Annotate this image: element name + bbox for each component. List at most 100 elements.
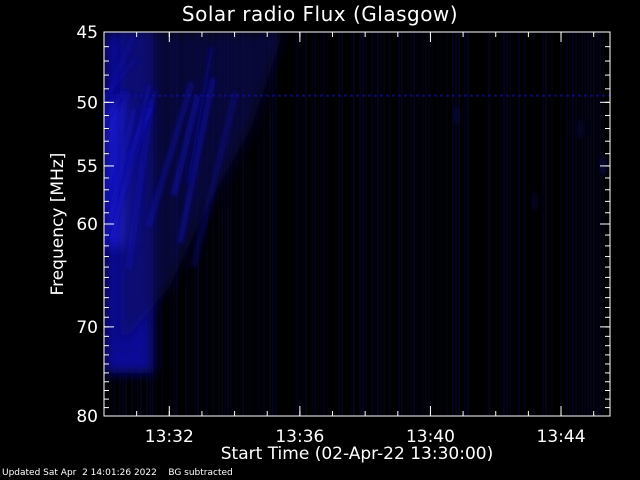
noise-streak [518, 32, 520, 416]
burst-filament [170, 95, 201, 197]
noise-streak [575, 32, 577, 416]
y-tick-label: 70 [76, 318, 98, 338]
noise-streak [275, 32, 277, 416]
x-tick-label: 13:44 [537, 427, 586, 447]
noise-streak [509, 32, 511, 416]
noise-streak [245, 32, 247, 416]
noise-streak [593, 32, 595, 416]
noise-streak [524, 32, 526, 416]
noise-streak [503, 32, 505, 416]
noise-streak [272, 32, 274, 416]
y-axis-label: Frequency [MHz] [48, 152, 68, 296]
noise-streak [248, 32, 250, 416]
noise-streak [512, 32, 514, 416]
noise-streak [374, 32, 376, 416]
noise-streak [230, 32, 232, 416]
footer-status: Updated Sat Apr 2 14:01:26 2022 BG subtr… [2, 468, 233, 478]
noise-streak [413, 32, 415, 416]
noise-streak [551, 32, 553, 416]
noise-streak [326, 32, 328, 416]
updated-timestamp: Updated Sat Apr 2 14:01:26 2022 [2, 468, 157, 478]
noise-streak [464, 32, 466, 416]
noise-streak [581, 32, 583, 416]
x-tick-label: 13:32 [145, 427, 194, 447]
noise-streak [533, 32, 535, 416]
noise-streak [251, 32, 253, 416]
burst-filament [104, 108, 137, 257]
x-tick-label: 13:40 [406, 427, 455, 447]
x-tick-label: 13:36 [275, 427, 324, 447]
noise-streak [314, 32, 316, 416]
noise-streak [590, 32, 592, 416]
noise-streak [221, 32, 223, 416]
noise-streak [560, 32, 562, 416]
noise-streak [467, 32, 469, 416]
noise-streak [488, 32, 490, 416]
noise-streak [224, 32, 226, 416]
noise-streak [584, 32, 586, 416]
y-tick-label: 55 [76, 157, 98, 177]
emission-patch [452, 105, 461, 126]
bg-subtracted-note: BG subtracted [168, 468, 233, 478]
noise-streak [404, 32, 406, 416]
noise-streak [260, 32, 262, 416]
burst-filament [145, 81, 195, 228]
noise-streak [506, 32, 508, 416]
plot-axes: 13:32 13:36 13:40 13:44 45 50 55 60 70 80 [76, 23, 611, 447]
noise-streak [299, 32, 301, 416]
noise-streak [233, 32, 235, 416]
noise-streak [407, 32, 409, 416]
noise-streak [377, 32, 379, 416]
noise-streak [212, 32, 214, 416]
noise-streak [458, 32, 460, 416]
burst-filament [104, 34, 136, 110]
noise-streak [305, 32, 307, 416]
noise-streak [587, 32, 589, 416]
noise-streak [335, 32, 337, 416]
noise-streak [365, 32, 367, 416]
noise-streak [446, 32, 448, 416]
noise-streak [380, 32, 382, 416]
noise-streak [362, 32, 364, 416]
noise-streak [410, 32, 412, 416]
noise-streak [401, 32, 403, 416]
noise-streak [440, 32, 442, 416]
noise-streak [500, 32, 502, 416]
burst-filament [108, 84, 152, 244]
burst-filament [104, 90, 130, 217]
noise-streak [353, 32, 355, 416]
noise-streak [569, 32, 571, 416]
noise-streak [359, 32, 361, 416]
noise-streak [431, 32, 433, 416]
noise-streak [206, 32, 208, 416]
noise-streak [371, 32, 373, 416]
noise-streak [437, 32, 439, 416]
noise-streak [320, 32, 322, 416]
emission-patch [576, 118, 585, 139]
noise-streak [545, 32, 547, 416]
noise-streak [302, 32, 304, 416]
emission-patch [530, 191, 539, 212]
noise-streak [293, 32, 295, 416]
noise-streak [398, 32, 400, 416]
noise-streak [383, 32, 385, 416]
noise-streak [323, 32, 325, 416]
y-tick-label: 45 [76, 23, 98, 43]
noise-streak [596, 32, 598, 416]
spectrogram-intensity [104, 32, 610, 416]
burst-filament [104, 106, 154, 210]
chart-title: Solar radio Flux (Glasgow) [181, 2, 459, 26]
noise-streak [242, 32, 244, 416]
noise-streak [425, 32, 427, 416]
noise-streak [428, 32, 430, 416]
burst-filament [125, 99, 155, 270]
noise-streak [311, 32, 313, 416]
noise-streak [350, 32, 352, 416]
noise-streak [422, 32, 424, 416]
burst-filament [177, 77, 216, 244]
noise-streak [269, 32, 271, 416]
y-tick-label: 80 [76, 407, 98, 427]
noise-streak [542, 32, 544, 416]
